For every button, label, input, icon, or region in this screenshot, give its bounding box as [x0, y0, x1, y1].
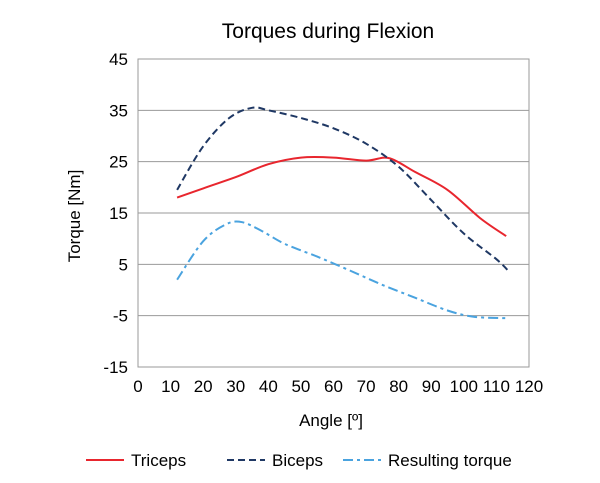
- x-tick-label: 110: [483, 377, 510, 396]
- x-tick-label: 70: [357, 377, 376, 396]
- x-tick-labels: 0 10 20 30 40 50 60 70 80 90 100 110 120: [133, 377, 543, 396]
- x-tick-label: 120: [515, 377, 543, 396]
- x-tick-label: 20: [194, 377, 213, 396]
- gridlines: [138, 109, 529, 317]
- chart-title: Torques during Flexion: [222, 20, 434, 43]
- legend-label-resulting-torque: Resulting torque: [388, 451, 512, 470]
- y-axis-label: Torque [Nm]: [65, 170, 84, 263]
- y-tick-label: 5: [119, 255, 128, 274]
- x-tick-label: 10: [161, 377, 180, 396]
- y-tick-label: 25: [109, 153, 128, 172]
- series-line-resulting-torque: [176, 220, 507, 320]
- legend-label-triceps: Triceps: [131, 451, 186, 470]
- series-line-triceps: [176, 155, 507, 237]
- x-tick-label: 0: [133, 377, 142, 396]
- plot-area: [137, 58, 530, 368]
- y-tick-labels: 45 35 25 15 5 -5 -15: [103, 50, 128, 377]
- x-tick-label: 30: [226, 377, 245, 396]
- y-tick-label: 35: [109, 101, 128, 120]
- x-tick-label: 100: [450, 377, 478, 396]
- x-tick-label: 50: [291, 377, 310, 396]
- x-tick-label: 40: [259, 377, 278, 396]
- series-line-biceps: [176, 106, 511, 273]
- y-tick-label: -5: [113, 307, 128, 326]
- y-tick-label: -15: [103, 358, 128, 377]
- legend-label-biceps: Biceps: [272, 451, 323, 470]
- x-tick-label: 60: [324, 377, 343, 396]
- y-tick-label: 15: [109, 204, 128, 223]
- x-axis-label: Angle [º]: [299, 411, 363, 430]
- x-tick-label: 90: [422, 377, 441, 396]
- legend: Triceps Biceps Resulting torque: [86, 451, 512, 470]
- y-tick-label: 45: [109, 50, 128, 69]
- series-lines: [176, 106, 511, 320]
- x-tick-label: 80: [389, 377, 408, 396]
